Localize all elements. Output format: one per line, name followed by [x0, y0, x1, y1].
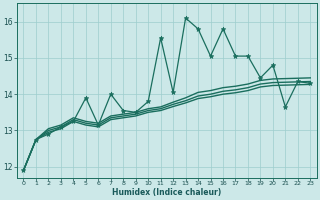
X-axis label: Humidex (Indice chaleur): Humidex (Indice chaleur)	[112, 188, 221, 197]
